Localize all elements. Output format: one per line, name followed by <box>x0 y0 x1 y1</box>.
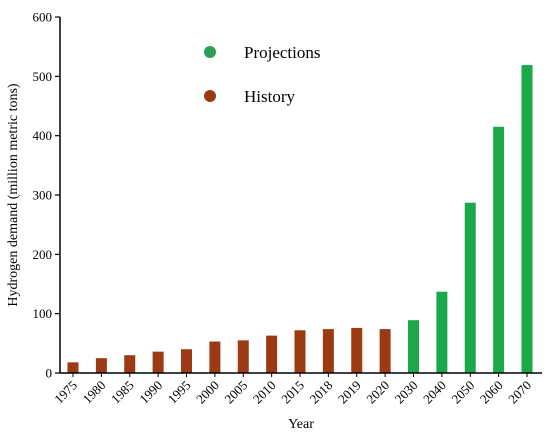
x-tick-label: 2070 <box>505 378 534 407</box>
x-tick-label: 2050 <box>448 378 477 407</box>
x-tick-label: 2040 <box>420 378 449 407</box>
y-ticks-group: 0 100 200 300 400 500 600 <box>33 10 60 381</box>
x-tick-label: 1980 <box>80 378 109 407</box>
bar <box>152 351 164 373</box>
bar <box>436 291 448 373</box>
bar <box>322 329 334 373</box>
x-tick-label: 2060 <box>477 378 506 407</box>
y-tick-label: 600 <box>33 10 53 25</box>
x-tick-label: 2019 <box>335 378 364 407</box>
bar <box>209 341 221 373</box>
x-tick-label: 2018 <box>307 378 336 407</box>
bar <box>95 358 107 373</box>
bar <box>379 329 391 373</box>
bar <box>408 320 419 373</box>
bar <box>294 330 306 373</box>
x-tick-label: 2005 <box>221 378 250 407</box>
bar <box>124 355 136 373</box>
y-tick-label: 400 <box>33 128 53 143</box>
x-tick-label: 2030 <box>392 378 421 407</box>
bar <box>67 362 79 373</box>
legend-label: Projections <box>244 43 321 62</box>
x-tick-label: 1995 <box>165 378 194 407</box>
x-tick-label: 1975 <box>51 378 80 407</box>
x-tick-label: 2015 <box>278 378 307 407</box>
x-tick-label: 2020 <box>363 378 392 407</box>
y-tick-label: 0 <box>46 366 53 381</box>
legend-marker <box>204 46 216 58</box>
bar <box>493 126 505 374</box>
y-tick-label: 100 <box>33 306 53 321</box>
x-tick-label: 2010 <box>250 378 279 407</box>
x-tick-label: 2000 <box>193 378 222 407</box>
bar <box>181 349 192 373</box>
bar <box>266 335 278 373</box>
bars-group <box>67 65 533 374</box>
y-tick-label: 300 <box>33 188 53 203</box>
bar <box>351 327 363 373</box>
legend: Projections History <box>204 43 321 106</box>
x-axis-title: Year <box>288 417 314 432</box>
x-ticks-group: 1975 1980 1985 1990 1995 2000 2005 2010 2015 2018… <box>51 373 534 407</box>
y-tick-label: 500 <box>33 69 53 84</box>
bar <box>464 202 476 373</box>
legend-marker <box>204 90 216 102</box>
bar <box>237 340 249 373</box>
legend-label: History <box>244 87 296 106</box>
x-tick-label: 1990 <box>136 378 165 407</box>
x-tick-label: 1985 <box>108 378 137 407</box>
y-tick-label: 200 <box>33 247 53 262</box>
y-axis-title: Hydrogen demand (million metric tons) <box>6 83 21 307</box>
bar <box>521 65 533 373</box>
